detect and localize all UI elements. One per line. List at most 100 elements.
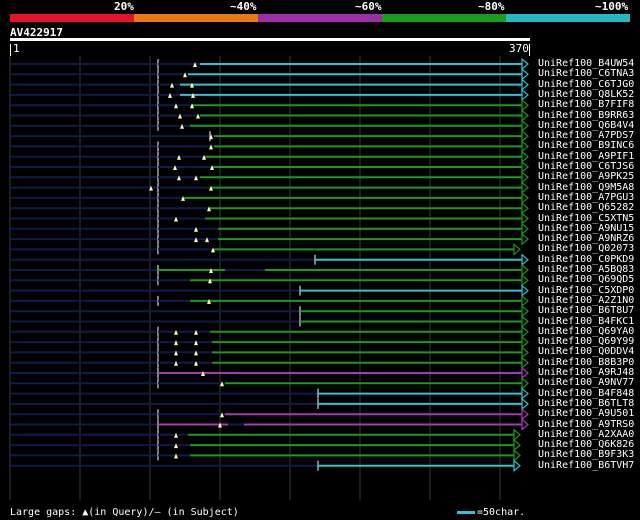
gap-legend: Large gaps: ▲(in Query)/— (in Subject) — [10, 507, 239, 518]
hit-label[interactable]: UniRef100_B7FIF8 — [538, 99, 635, 111]
query-gap-marker — [201, 371, 205, 376]
query-gap-marker — [177, 154, 181, 160]
legend-label: ~60% — [355, 0, 382, 13]
query-gap-marker — [210, 165, 214, 170]
hit-label[interactable]: UniRef100_B4UW54 — [538, 58, 635, 69]
hit-arrowhead — [513, 428, 521, 442]
hit-label[interactable]: UniRef100_A2Z1N0 — [538, 294, 635, 306]
hit-label[interactable]: UniRef100_B6TVH7 — [538, 459, 635, 471]
scale-tick-end — [529, 44, 530, 56]
query-gap-marker — [209, 268, 213, 273]
hit-label[interactable]: UniRef100_C6TJS6 — [538, 161, 635, 172]
hit-label[interactable]: UniRef100_A9PIF1 — [538, 150, 635, 162]
hit-label[interactable]: UniRef100_A9NRZ6 — [538, 233, 635, 245]
query-gap-marker — [174, 350, 178, 356]
query-gap-marker — [209, 134, 213, 140]
hit-arrowhead — [521, 335, 529, 349]
hit-label[interactable]: UniRef100_B6T8U7 — [538, 305, 635, 317]
hit-label[interactable]: UniRef100_A9NU15 — [538, 222, 635, 234]
hit-label[interactable]: UniRef100_Q65282 — [538, 202, 635, 214]
query-gap-marker — [174, 103, 178, 109]
hit-label[interactable]: UniRef100_Q02073 — [538, 243, 635, 255]
hit-label[interactable]: UniRef100_A9U501 — [538, 408, 635, 420]
hit-label[interactable]: UniRef100_A9NV77 — [538, 377, 635, 389]
hit-arrowhead — [521, 325, 529, 339]
query-gap-marker — [174, 453, 178, 459]
hit-arrowhead — [521, 150, 529, 163]
scale-key-bar — [457, 510, 475, 514]
hit-label[interactable]: UniRef100_Q0DDV4 — [538, 346, 635, 358]
query-gap-marker — [174, 340, 178, 346]
hit-label[interactable]: UniRef100_Q6B4V4 — [538, 119, 635, 131]
hit-label[interactable]: UniRef100_C0PKD9 — [538, 253, 635, 265]
hit-label[interactable]: UniRef100_B9F3K3 — [538, 449, 635, 461]
hit-label[interactable]: UniRef100_B8B3P0 — [538, 356, 635, 368]
query-bar — [10, 38, 530, 41]
legend-segment — [134, 14, 258, 22]
query-gap-marker — [209, 144, 213, 150]
hit-arrowhead — [521, 98, 529, 112]
hit-arrowhead — [521, 232, 529, 246]
query-name: AV422917 — [10, 26, 63, 39]
hit-label[interactable]: UniRef100_A2XAA0 — [538, 428, 635, 440]
legend-label: ~40% — [230, 0, 257, 13]
identity-legend-bar — [10, 14, 630, 22]
query-gap-marker — [168, 92, 172, 98]
hit-label[interactable]: UniRef100_C6TJG0 — [538, 78, 635, 90]
hit-label[interactable]: UniRef100_B6TLT8 — [538, 397, 635, 409]
query-gap-marker — [218, 422, 222, 428]
hit-label[interactable]: UniRef100_B4FKC1 — [538, 315, 635, 327]
hit-label[interactable]: UniRef100_A5BQ83 — [538, 264, 635, 275]
hit-label[interactable]: UniRef100_A9RJ48 — [538, 367, 635, 378]
hit-arrowhead — [521, 366, 529, 380]
hit-label[interactable]: UniRef100_A7PDS7 — [538, 130, 635, 142]
hit-arrowhead — [521, 407, 529, 421]
hit-arrowhead — [521, 88, 529, 102]
query-gap-marker — [177, 175, 181, 181]
hit-label[interactable]: UniRef100_Q69QD5 — [538, 274, 635, 286]
hit-label[interactable]: UniRef100_B9RR63 — [538, 109, 635, 121]
legend-segment — [10, 14, 134, 22]
query-gap-marker — [194, 350, 198, 356]
hit-label[interactable]: UniRef100_C5XTN5 — [538, 212, 635, 224]
hit-label[interactable]: UniRef100_Q69YA0 — [538, 325, 635, 337]
hit-label[interactable]: UniRef100_A9PK25 — [538, 171, 635, 183]
query-gap-marker — [193, 62, 197, 67]
query-end-label: 370 — [509, 42, 529, 55]
hit-label[interactable]: UniRef100_A9TRS0 — [538, 418, 635, 430]
query-gap-marker — [205, 237, 209, 243]
query-gap-marker — [149, 185, 153, 191]
hit-arrowhead — [521, 222, 529, 236]
hit-arrowhead — [521, 57, 529, 71]
hit-label[interactable]: UniRef100_Q8LK52 — [538, 88, 635, 100]
hit-label[interactable]: UniRef100_C6TNA3 — [538, 68, 635, 80]
query-gap-marker — [180, 123, 184, 129]
query-gap-marker — [181, 195, 185, 201]
query-gap-marker — [194, 226, 198, 232]
query-gap-marker — [220, 412, 224, 418]
query-start-label: 1 — [13, 42, 20, 55]
hit-label[interactable]: UniRef100_Q69Y99 — [538, 336, 635, 348]
query-gap-marker — [191, 92, 195, 98]
query-gap-marker — [202, 154, 206, 160]
hit-arrowhead — [513, 243, 521, 256]
hit-arrowhead — [521, 140, 529, 153]
query-gap-marker — [170, 82, 174, 88]
query-gap-marker — [220, 381, 224, 387]
hit-label[interactable]: UniRef100_A7PGU3 — [538, 191, 635, 203]
hit-label[interactable]: UniRef100_B9INC6 — [538, 140, 635, 152]
hit-label[interactable]: UniRef100_C5XDP0 — [538, 284, 635, 296]
query-gap-marker — [174, 432, 178, 438]
query-gap-marker — [194, 340, 198, 346]
hit-arrowhead — [521, 78, 529, 91]
hit-arrowhead — [521, 274, 529, 287]
hit-label[interactable]: UniRef100_B4F848 — [538, 387, 635, 399]
query-gap-marker — [194, 237, 198, 243]
hit-label[interactable]: UniRef100_Q9M5A8 — [538, 181, 635, 193]
hit-label[interactable]: UniRef100_Q6K826 — [538, 439, 635, 451]
hit-arrowhead — [521, 109, 529, 122]
hit-arrowhead — [521, 191, 529, 205]
query-gap-marker — [178, 113, 182, 119]
scale-key: =50char. — [457, 507, 525, 518]
